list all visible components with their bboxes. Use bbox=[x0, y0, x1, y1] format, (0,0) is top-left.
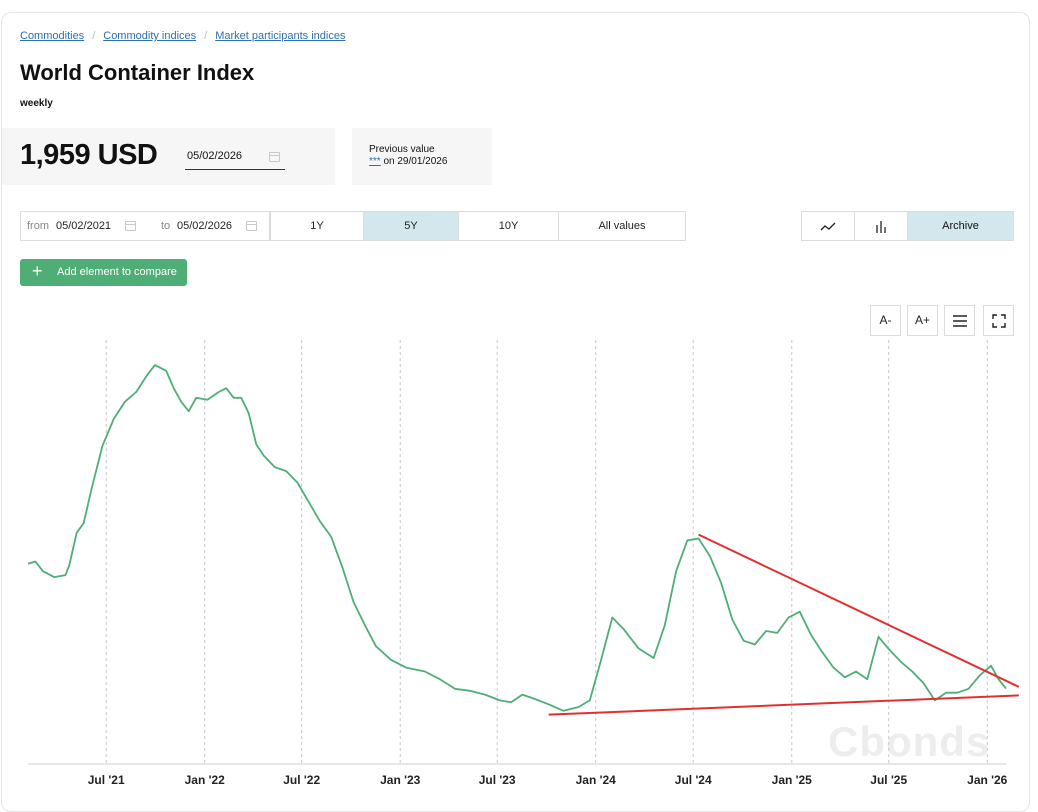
x-tick-label: Jul '22 bbox=[283, 773, 320, 787]
add-compare-label: Add element to compare bbox=[57, 266, 177, 278]
page-title: World Container Index bbox=[20, 60, 255, 85]
to-calendar-icon[interactable] bbox=[246, 221, 257, 231]
frequency-label: weekly bbox=[20, 98, 53, 109]
x-axis-ticks: Jul '21 Jan '22 Jul '22 Jan '23 Jul '23 Jan '… bbox=[88, 773, 1008, 787]
index-line-chart: Jul '21 Jan '22 Jul '22 Jan '23 Jul '23 Jan '… bbox=[27, 340, 1020, 787]
x-tick-label: Jan '23 bbox=[380, 773, 421, 787]
breadcrumb-commodity-indices[interactable]: Commodity indices bbox=[103, 30, 197, 42]
plus-icon: + bbox=[32, 261, 43, 281]
x-tick-label: Jan '24 bbox=[576, 773, 617, 787]
trendline bbox=[548, 694, 1019, 716]
fullscreen-icon bbox=[991, 314, 1006, 328]
line-chart-icon bbox=[820, 222, 836, 231]
current-value-panel: 1,959 USD 05/02/2026 bbox=[2, 128, 335, 185]
current-value: 1,959 USD bbox=[20, 139, 158, 171]
breadcrumb: Commodities / Commodity indices / Market… bbox=[20, 30, 345, 42]
series-layer bbox=[27, 364, 1007, 712]
x-tick-label: Jan '25 bbox=[772, 773, 813, 787]
date-range-picker: from 05/02/2021 to 05/02/2026 bbox=[20, 211, 270, 241]
x-tick-label: Jan '22 bbox=[185, 773, 226, 787]
previous-value-hidden[interactable]: *** bbox=[369, 156, 381, 167]
from-date-input[interactable]: 05/02/2021 bbox=[56, 220, 112, 232]
from-label: from bbox=[27, 220, 49, 232]
chart-gridlines bbox=[105, 340, 988, 764]
to-label: to bbox=[161, 220, 171, 232]
cbonds-watermark: Cbonds bbox=[828, 718, 991, 765]
x-tick-label: Jul '23 bbox=[479, 773, 516, 787]
bar-view-button[interactable] bbox=[854, 211, 908, 241]
line-view-button[interactable] bbox=[801, 211, 855, 241]
fullscreen-button[interactable] bbox=[983, 305, 1014, 336]
period-5y-button[interactable]: 5Y bbox=[363, 211, 459, 241]
chart-menu-button[interactable] bbox=[944, 305, 975, 336]
previous-value-panel: Previous value *** on 29/01/2026 bbox=[352, 128, 492, 185]
previous-value-date: on 29/01/2026 bbox=[383, 156, 448, 167]
bar-chart-icon bbox=[876, 221, 886, 233]
add-compare-button[interactable]: + Add element to compare bbox=[20, 259, 187, 286]
value-date-input[interactable]: 05/02/2026 bbox=[185, 148, 285, 170]
calendar-icon[interactable] bbox=[269, 152, 280, 162]
menu-icon bbox=[952, 315, 967, 327]
breadcrumb-separator: / bbox=[204, 30, 208, 42]
series-line bbox=[27, 364, 1007, 712]
archive-button[interactable]: Archive bbox=[907, 211, 1014, 241]
x-tick-label: Jul '25 bbox=[870, 773, 907, 787]
breadcrumb-separator: / bbox=[92, 30, 96, 42]
breadcrumb-market-participants-indices[interactable]: Market participants indices bbox=[215, 30, 346, 42]
trendline bbox=[698, 533, 1020, 688]
value-date-text: 05/02/2026 bbox=[187, 150, 243, 162]
x-tick-label: Jul '24 bbox=[675, 773, 712, 787]
period-10y-button[interactable]: 10Y bbox=[458, 211, 559, 241]
breadcrumb-commodities[interactable]: Commodities bbox=[20, 30, 85, 42]
font-larger-button[interactable]: A+ bbox=[907, 305, 938, 336]
period-1y-button[interactable]: 1Y bbox=[270, 211, 364, 241]
x-tick-label: Jul '21 bbox=[88, 773, 125, 787]
from-calendar-icon[interactable] bbox=[125, 221, 136, 231]
previous-value-line: *** on 29/01/2026 bbox=[369, 156, 447, 167]
to-date-input[interactable]: 05/02/2026 bbox=[177, 220, 233, 232]
period-all-button[interactable]: All values bbox=[558, 211, 686, 241]
previous-value-label: Previous value bbox=[369, 144, 435, 155]
trendline-layer bbox=[548, 533, 1020, 716]
font-smaller-button[interactable]: A- bbox=[870, 305, 901, 336]
x-tick-label: Jan '26 bbox=[967, 773, 1008, 787]
